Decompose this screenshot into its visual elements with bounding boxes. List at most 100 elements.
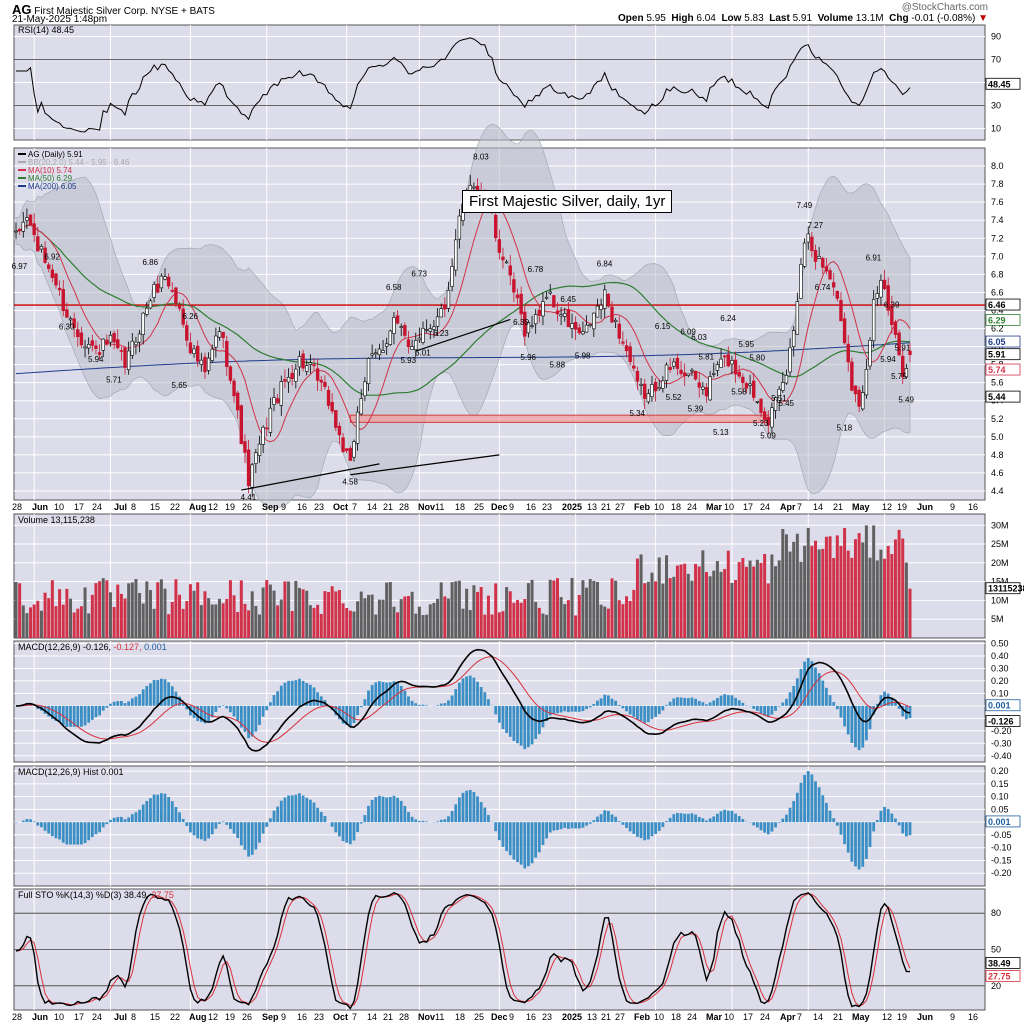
price-right-label: 5.91 [988,350,1006,360]
volume-bar [603,606,607,638]
macd-hist-bar [548,705,552,716]
hist-bar [47,822,51,834]
macd-hist-bar [686,698,690,706]
hist-bar [792,800,796,823]
volume-bar [145,581,149,638]
volume-bar [214,604,218,638]
candle [250,464,254,488]
candle [101,338,105,351]
hist-bar [908,822,912,836]
macd-hist-bar [123,703,127,706]
hist-bar [734,813,737,823]
hist-bar [243,822,247,850]
candle [177,305,182,309]
x-tick-label: Feb [634,502,651,512]
hist-bar [795,792,799,823]
macd-hist-bar [559,705,563,713]
macd-hist-bar [803,661,807,706]
price-point-label: 6.58 [386,283,402,292]
hist-bar [872,822,876,832]
volume-bar [563,604,567,638]
volume-bar [853,539,857,638]
candle [443,305,447,310]
x-tick-label: Oct [333,1012,348,1022]
price-point-label: 5.34 [629,409,645,418]
hist-bar [283,797,287,823]
x-tick-label: 16 [968,502,978,512]
price-point-label: 6.97 [12,262,28,271]
macd-hist-bar [80,705,83,727]
volume-bar [890,553,894,638]
macd-hist-bar [777,705,781,707]
candle [628,346,632,363]
macd-hist-bar [112,701,116,706]
candle [308,362,313,366]
hist-bar [232,822,236,834]
x-tick-label: 16 [297,1012,307,1022]
hist-bar [250,822,254,855]
volume-bar [185,601,189,638]
price-point-label: 6.09 [680,327,696,336]
volume-bar [490,614,494,638]
hist-bar [530,822,534,864]
price-point-label: 5.91 [895,344,911,353]
hist-bar [294,794,298,823]
candle [886,285,890,311]
down-arrow-icon: ▼ [978,13,988,24]
y-tick-label: 0.15 [991,779,1009,789]
price-point-label: 6.30 [59,322,75,331]
hist-bar [556,822,559,831]
macd-hist-bar [795,678,799,706]
y-tick-label: 25M [991,539,1009,549]
macd-right-label-box [985,699,1021,712]
x-tick-label: 22 [170,1012,180,1022]
x-tick-label: 26 [242,502,252,512]
macd-hist-bar [272,695,276,706]
x-tick-label: 21 [833,1012,843,1022]
x-tick-label: 18 [455,502,465,512]
volume-bar [94,583,98,638]
hist-bar [497,822,501,841]
volume-bar [83,587,87,638]
candle [657,387,661,390]
hist-bar [501,822,505,847]
x-tick-label: 24 [687,502,697,512]
macd-line [15,648,911,752]
hist-bar [752,822,756,826]
volume-bar [555,578,559,638]
candle [730,360,734,365]
candle [613,319,618,322]
macd-hist-bar [715,697,719,706]
x-tick-label: 14 [367,502,377,512]
macd-hist-bar [450,695,454,706]
x-tick-label: 24 [687,1012,697,1022]
macd-hist-bar [577,705,581,712]
hist-bar [901,822,905,834]
hist-title: MACD(12,26,9) Hist 0.001 [18,767,124,777]
candle [697,382,701,388]
hist-bar [661,822,665,828]
y-tick-label: 50 [991,945,1001,955]
volume-bar [203,591,207,638]
x-tick-label: 27 [615,1012,625,1022]
candle [148,300,153,309]
candle [392,317,396,334]
volume-bar [112,607,116,638]
volume-bar [901,538,905,638]
price-point-label: 6.78 [528,265,544,274]
macd-hist-bar [908,705,912,719]
volume-bar [174,579,178,638]
volume-bar [639,554,643,638]
x-tick-label: 14 [367,1012,377,1022]
candle [68,318,73,321]
candle [639,383,643,386]
x-tick-label: May [852,502,870,512]
hist-bar [788,807,792,823]
candle [773,397,778,411]
candle [544,296,549,299]
macd-hist-bar [210,705,214,718]
candle [777,388,781,403]
hist-bar [817,787,821,823]
candle [748,383,752,386]
macd-hist-bar [581,705,585,712]
